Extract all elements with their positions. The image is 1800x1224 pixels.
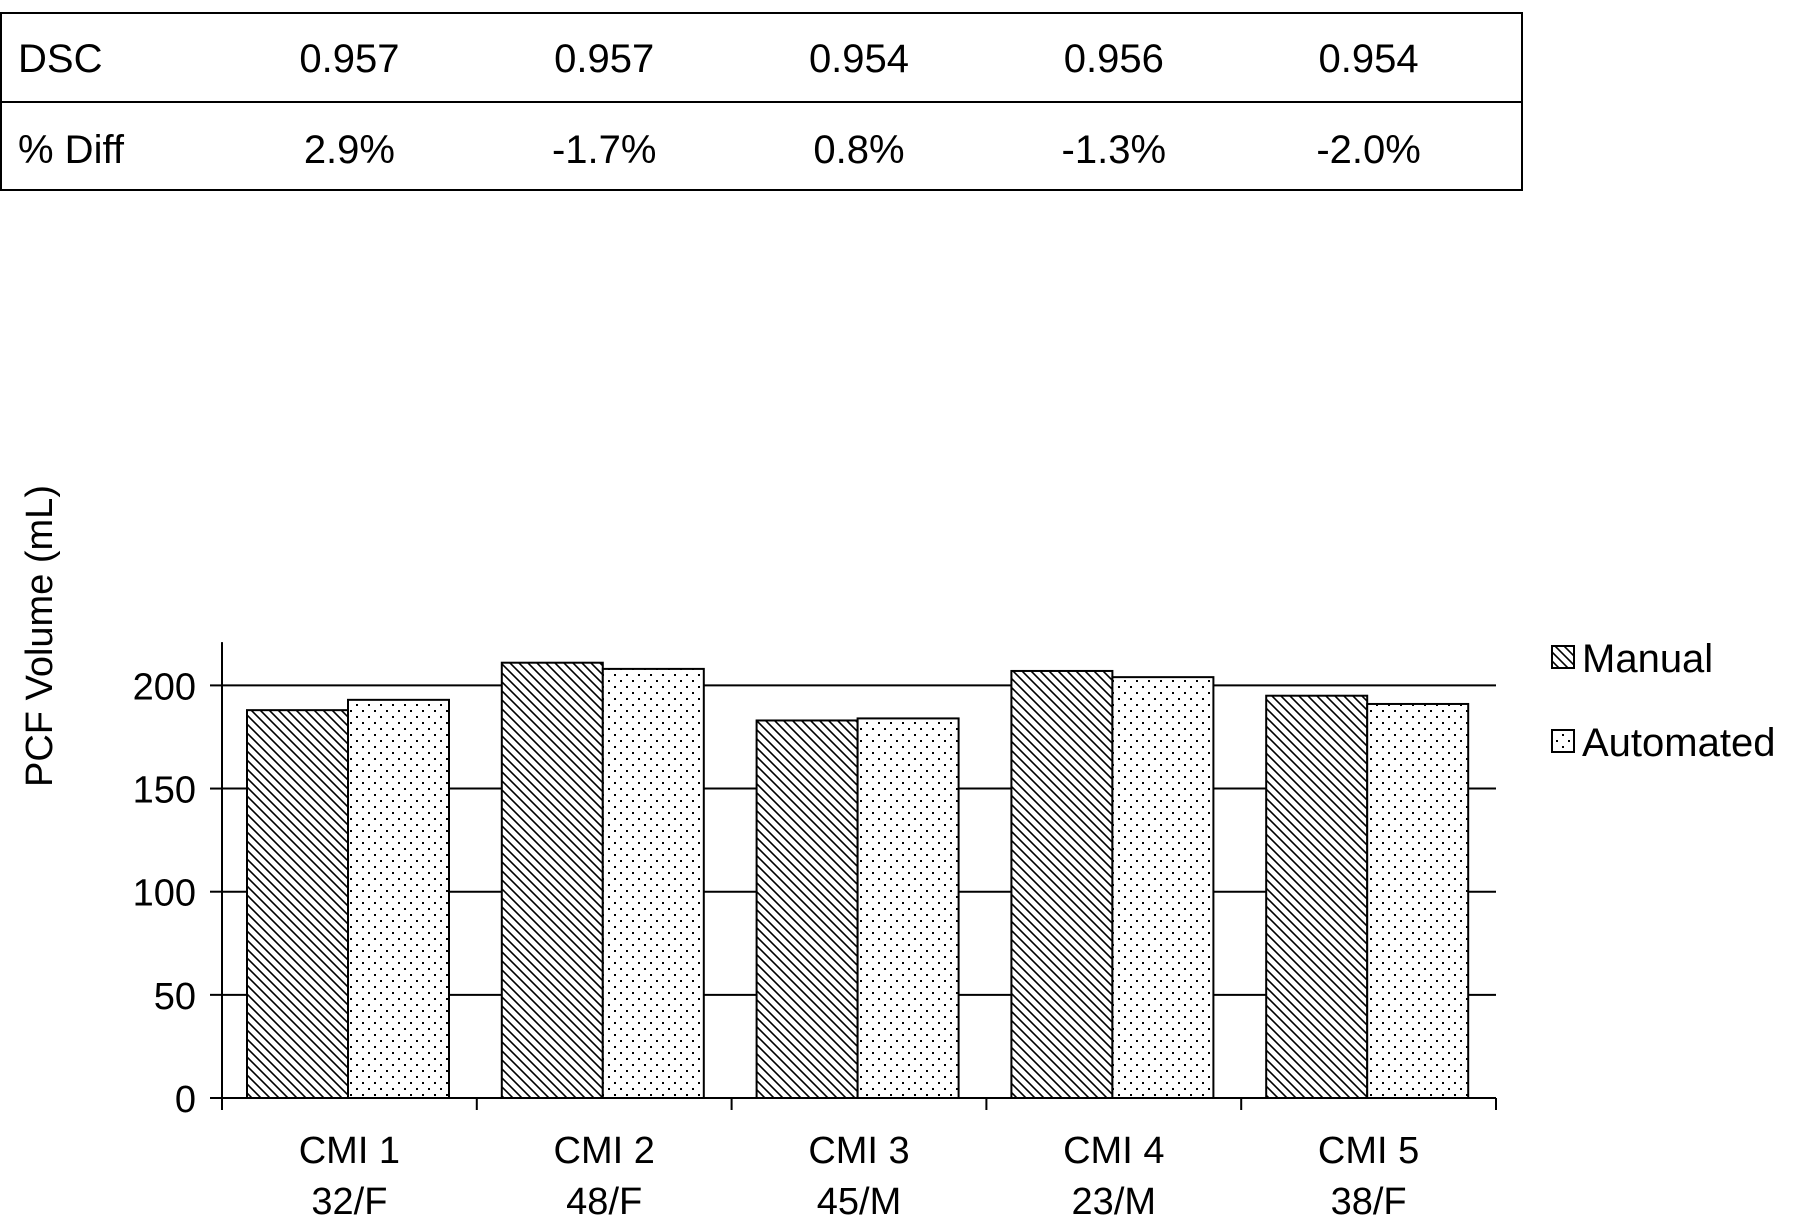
bar-manual-4 [1010,669,1114,1099]
table-row-label-diff: % Diff [18,128,125,172]
y-tick-label: 200 [133,666,196,708]
legend: Manual Automated [1551,637,1775,765]
bar-automated-3 [856,717,960,1100]
x-category-sublabel: 32/F [311,1181,387,1223]
stats-table: DSC % Diff 0.957 0.957 0.954 0.956 0.954 2.9%… [0,12,1523,191]
legend-swatch-manual [1551,645,1575,669]
table-cell: 2.9% [304,128,395,172]
bar-manual-5 [1265,694,1369,1100]
table-cell: -2.0% [1316,128,1421,172]
table-cell: -1.7% [552,128,657,172]
bar-manual-1 [246,709,349,1099]
bar-automated-2 [601,667,705,1099]
x-category-label: CMI 2 [554,1130,655,1172]
table-cell: 0.957 [299,37,399,81]
bar-automated-5 [1366,702,1470,1099]
legend-label-manual: Manual [1582,637,1713,681]
table-cell: -1.3% [1062,128,1167,172]
legend-swatch-automated [1551,729,1575,753]
x-category-sublabel: 45/M [817,1181,901,1223]
x-category-label: CMI 3 [808,1130,909,1172]
table-cell: 0.954 [1319,37,1419,81]
bar-manual-3 [755,719,859,1099]
y-tick-label: 0 [175,1079,196,1121]
x-category-label: CMI 5 [1318,1130,1419,1172]
y-tick-label: 100 [133,873,196,915]
y-axis-label: PCF Volume (mL) [19,485,61,787]
legend-label-automated: Automated [1582,721,1775,765]
x-category-label: CMI 1 [299,1130,400,1172]
x-category-sublabel: 23/M [1072,1181,1156,1223]
table-row-label-dsc: DSC [18,37,102,81]
y-tick-label: 150 [133,770,196,812]
bar-automated-4 [1111,676,1215,1099]
x-category-sublabel: 48/F [566,1181,642,1223]
table-cell: 0.954 [809,37,909,81]
table-cell: 0.956 [1064,37,1164,81]
table-cell: 0.8% [813,128,904,172]
table-cell: 0.957 [554,37,654,81]
y-tick-label: 50 [154,976,196,1018]
bar-automated-1 [347,698,450,1099]
bar-manual-2 [500,661,604,1099]
x-category-sublabel: 38/F [1331,1181,1407,1223]
x-category-label: CMI 4 [1063,1130,1164,1172]
